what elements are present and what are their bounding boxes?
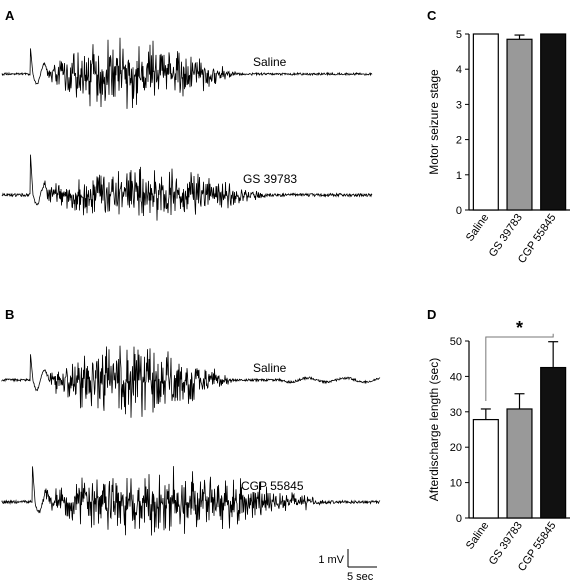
y-tick-label: 0 (456, 513, 462, 525)
scale-bar-time-label: 5 sec (347, 571, 374, 581)
scale-bar: 1 mV 5 sec (318, 549, 377, 581)
eeg-trace-b-cgp55845 (1, 466, 381, 536)
y-axis-title: Afterdischarge length (sec) (427, 358, 441, 501)
bar (472, 418, 499, 519)
y-tick-label: 50 (450, 336, 462, 348)
y-tick-label: 40 (450, 371, 462, 383)
panel-letter-a: A (5, 8, 15, 23)
y-axis-title: Motor seizure stage (427, 69, 441, 175)
panel-letter-d: D (427, 307, 436, 322)
y-tick-label: 1 (456, 170, 462, 182)
x-category-label: GS 39783 (487, 212, 525, 259)
bar (540, 366, 567, 519)
bar (506, 408, 533, 519)
eeg-trace-b-saline (1, 345, 381, 418)
y-tick-label: 2 (456, 135, 462, 147)
bar (506, 38, 533, 211)
trace-label-b-cgp55845: CGP 55845 (241, 479, 304, 493)
trace-label-b-saline: Saline (253, 361, 287, 375)
significance-bracket (485, 333, 554, 401)
eeg-trace-a-saline (1, 37, 373, 109)
x-category-label: Saline (464, 520, 491, 552)
scale-bar-voltage-label: 1 mV (318, 554, 344, 566)
bar (540, 33, 567, 211)
panel-letter-c: C (427, 8, 437, 23)
y-tick-label: 3 (456, 99, 462, 111)
eeg-trace-a-gs39783 (1, 154, 373, 221)
y-tick-label: 4 (456, 64, 462, 76)
significance-marker: * (516, 318, 523, 338)
eeg-traces (1, 37, 381, 536)
y-tick-label: 10 (450, 478, 462, 490)
trace-label-a-gs39783: GS 39783 (243, 172, 297, 186)
y-tick-label: 20 (450, 442, 462, 454)
trace-label-a-saline: Saline (253, 55, 287, 69)
panel-letter-b: B (5, 307, 14, 322)
y-tick-label: 30 (450, 407, 462, 419)
y-tick-label: 0 (456, 205, 462, 217)
y-tick-label: 5 (456, 29, 462, 41)
chart-afterdischarge-length: 0 10 20 30 40 50 Afterdischarge length (sec) Sa… (427, 318, 570, 574)
bar (472, 33, 499, 211)
x-category-label: GS 39783 (487, 520, 525, 567)
x-category-label: Saline (464, 212, 491, 244)
